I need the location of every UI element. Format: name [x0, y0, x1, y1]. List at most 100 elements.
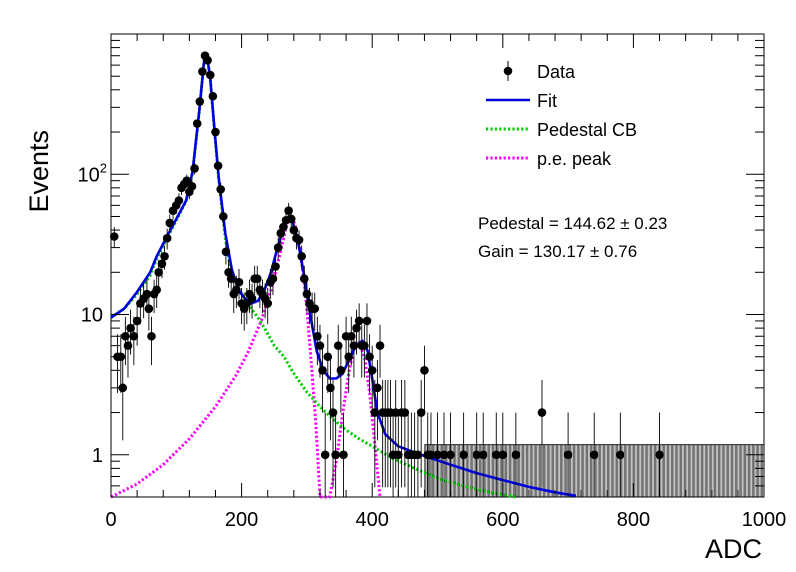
data-point: [413, 412, 423, 497]
data-point: [459, 412, 468, 497]
data-point: [160, 245, 169, 270]
y-axis-label: Events: [24, 130, 54, 213]
data-point: [271, 254, 280, 282]
data-marker: [221, 247, 231, 257]
data-marker: [195, 97, 205, 106]
data-marker: [433, 450, 442, 460]
data-point: [365, 334, 374, 393]
data-marker: [157, 259, 167, 269]
data-marker: [313, 331, 322, 341]
data-point: [247, 283, 257, 319]
data-point: [323, 334, 333, 393]
legend-item: Pedestal CB: [486, 120, 637, 140]
data-point: [263, 287, 273, 325]
data-marker: [213, 161, 223, 171]
data-point: [123, 324, 133, 378]
data-point: [190, 162, 199, 175]
data-marker: [339, 450, 348, 460]
data-point: [162, 228, 172, 250]
data-point: [126, 309, 135, 355]
data-marker: [352, 323, 361, 333]
pedestal-annotation: Pedestal = 144.62 ± 0.23: [478, 214, 667, 233]
data-marker: [232, 285, 241, 295]
data-point: [349, 324, 359, 378]
data-point: [347, 316, 356, 366]
data-marker: [589, 450, 599, 460]
data-points: [109, 51, 664, 497]
data-point: [268, 265, 278, 296]
data-marker: [271, 262, 280, 271]
legend: Data Fit Pedestal CB p.e. peak: [486, 61, 637, 169]
data-marker: [252, 274, 262, 284]
data-marker: [491, 450, 501, 460]
data-marker: [152, 285, 162, 295]
data-marker: [331, 450, 340, 460]
data-marker: [478, 450, 488, 460]
data-marker: [294, 235, 304, 245]
data-marker: [263, 299, 273, 308]
data-marker: [394, 450, 403, 460]
data-marker: [511, 450, 521, 460]
y-tick-label: 1: [92, 445, 103, 467]
data-point: [360, 324, 369, 378]
data-point: [211, 127, 220, 137]
legend-item: p.e. peak: [486, 149, 612, 169]
x-tick-label: 600: [486, 509, 519, 531]
data-marker: [187, 182, 197, 191]
data-marker: [132, 316, 142, 326]
x-axis-label: ADC: [705, 534, 762, 564]
data-point: [302, 279, 312, 313]
data-point: [491, 412, 501, 497]
data-point: [216, 182, 226, 197]
data-marker: [446, 450, 455, 460]
data-marker: [219, 212, 228, 221]
data-marker: [192, 119, 202, 128]
data-point: [375, 324, 385, 378]
data-point: [297, 245, 306, 270]
data-point: [336, 345, 346, 413]
data-marker: [216, 185, 226, 194]
data-point: [121, 316, 130, 366]
data-marker: [333, 341, 343, 350]
data-point: [165, 214, 175, 233]
data-marker: [375, 341, 385, 350]
data-marker: [286, 214, 296, 224]
data-marker: [413, 450, 423, 460]
data-marker: [297, 252, 306, 261]
data-marker: [616, 450, 625, 460]
data-point: [511, 412, 521, 497]
x-tick-label: 200: [225, 509, 258, 531]
data-point: [616, 412, 625, 497]
data-point: [344, 334, 353, 393]
data-point: [326, 360, 335, 441]
data-marker: [174, 196, 184, 205]
y-tick-label: 102: [78, 160, 107, 186]
data-point: [537, 379, 547, 488]
data-marker: [190, 164, 199, 173]
data-marker: [318, 366, 327, 375]
data-point: [219, 208, 228, 226]
data-marker: [362, 316, 372, 326]
data-point: [198, 67, 207, 76]
data-point: [472, 412, 481, 497]
gain-annotation: Gain = 130.17 ± 0.76: [478, 242, 637, 261]
data-marker: [144, 304, 154, 314]
data-point: [563, 412, 573, 497]
data-point: [313, 316, 322, 366]
data-point: [362, 303, 372, 346]
data-marker: [336, 366, 346, 375]
data-marker: [426, 450, 436, 460]
data-point: [446, 412, 455, 497]
data-marker: [208, 91, 218, 101]
data-point: [426, 412, 436, 497]
data-marker: [154, 267, 163, 277]
data-marker: [370, 408, 380, 417]
data-marker: [211, 127, 220, 137]
data-point: [318, 345, 327, 413]
data-point: [221, 241, 231, 265]
legend-label: Fit: [537, 91, 557, 111]
data-point: [203, 55, 212, 65]
data-marker: [326, 383, 335, 393]
data-marker: [416, 408, 426, 417]
